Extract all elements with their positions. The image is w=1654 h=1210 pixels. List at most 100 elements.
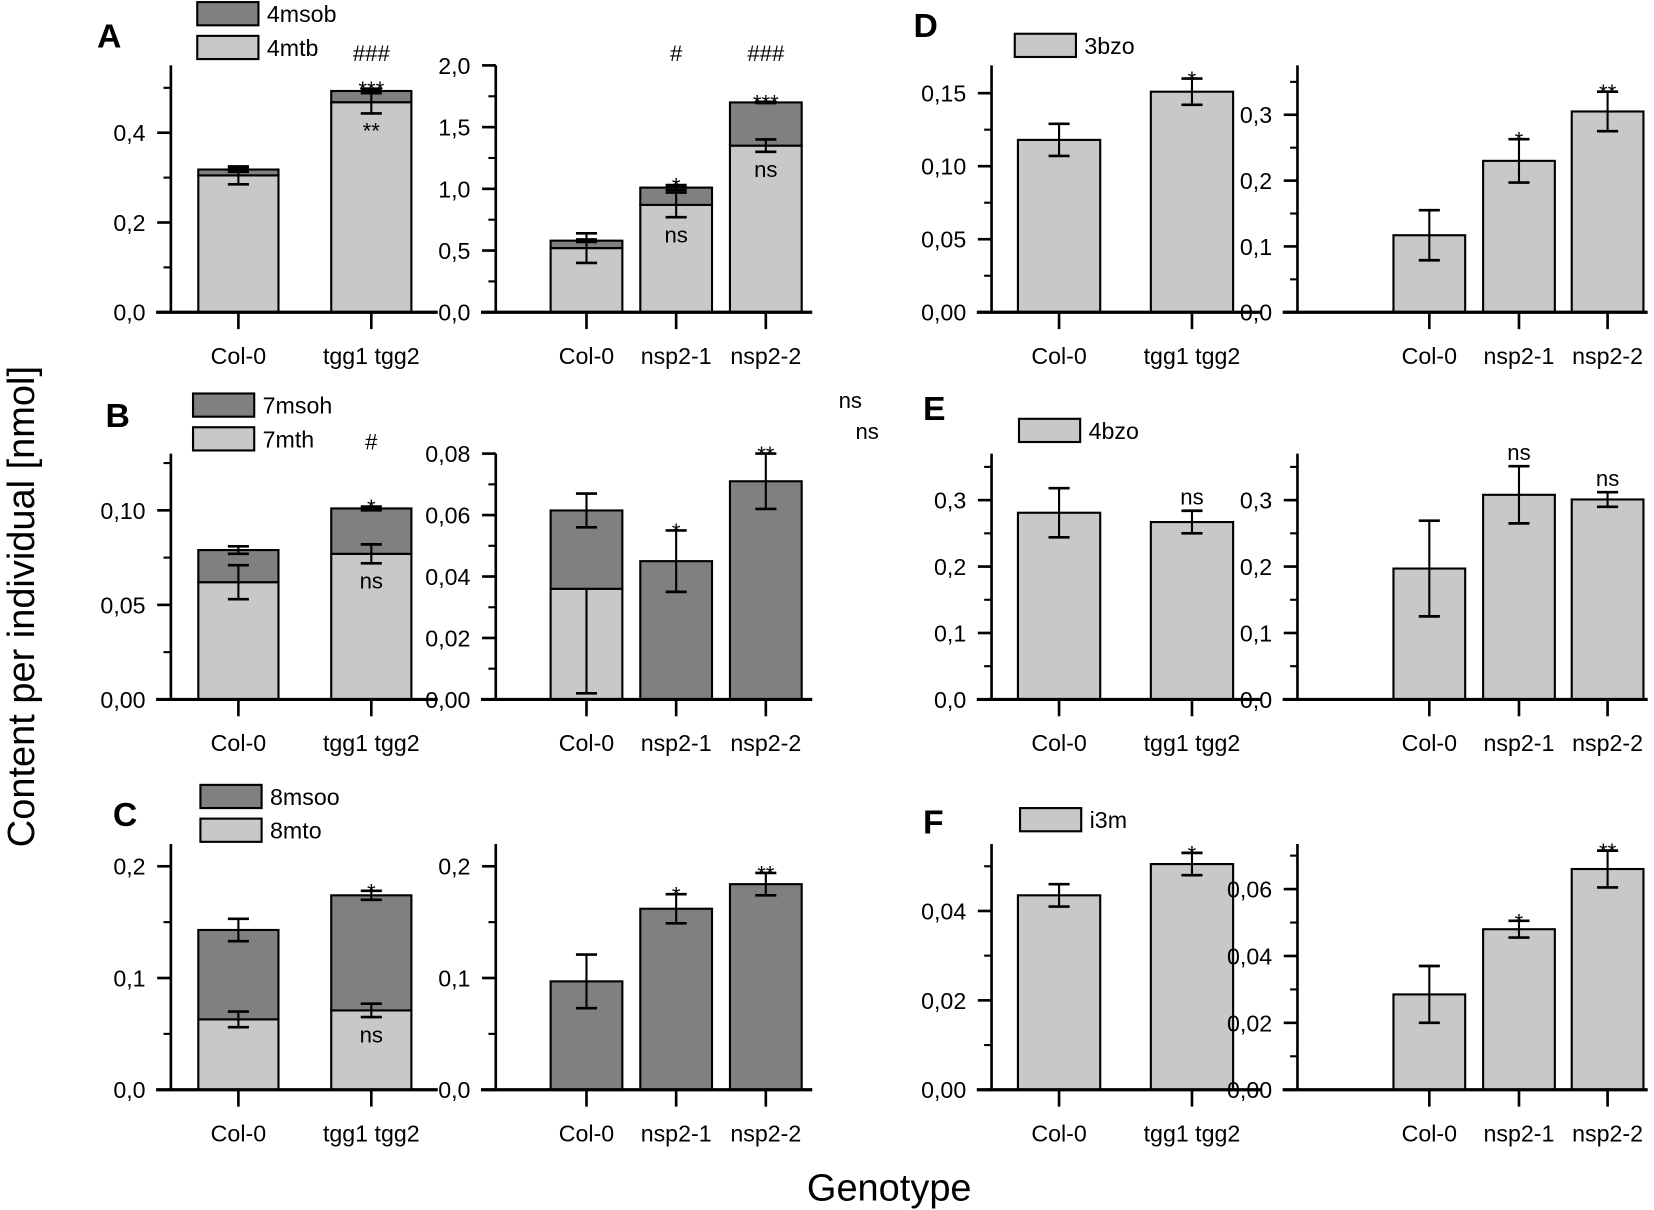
bar-4bzo-Col-0 bbox=[1016, 511, 1102, 701]
significance-label: ns bbox=[1180, 484, 1203, 509]
legend-swatch-4msob bbox=[196, 1, 260, 27]
x-tick-label: tgg1 tgg2 bbox=[323, 343, 420, 369]
y-tick-label: 0,2 bbox=[113, 854, 145, 880]
significance-label: ns bbox=[360, 1022, 383, 1047]
significance-label: ** bbox=[1599, 839, 1617, 864]
significance-label: *** bbox=[753, 90, 779, 115]
x-tick-label: Col-0 bbox=[1031, 730, 1086, 756]
significance-label: * bbox=[367, 495, 376, 520]
bar-7mth-tgg1-tgg2 bbox=[330, 552, 413, 701]
bar-4mtb-tgg1-tgg2 bbox=[330, 101, 413, 314]
y-tick-label: 0,00 bbox=[921, 1077, 966, 1103]
bar-3bzo-Col-0 bbox=[1016, 138, 1102, 314]
legend-label: 4bzo bbox=[1089, 418, 1139, 444]
y-tick-label: 1,5 bbox=[438, 115, 470, 141]
x-tick-label: tgg1 tgg2 bbox=[323, 1120, 420, 1146]
y-tick-label: 0,04 bbox=[425, 564, 470, 590]
x-tick-label: tgg1 tgg2 bbox=[323, 730, 420, 756]
y-tick-label: 0,0 bbox=[113, 1077, 145, 1103]
bar-8msoo-nsp2-1 bbox=[639, 907, 714, 1091]
x-tick-label: nsp2-1 bbox=[641, 343, 712, 369]
y-tick-label: 0,2 bbox=[1240, 554, 1272, 580]
y-tick-label: 0,15 bbox=[921, 81, 966, 107]
y-tick-label: 0,0 bbox=[438, 300, 470, 326]
y-tick-label: 0,02 bbox=[921, 988, 966, 1014]
legend-swatch-i3m bbox=[1018, 807, 1083, 833]
panel-letter-a: A bbox=[97, 17, 121, 55]
bar-4bzo-nsp2-2 bbox=[1570, 498, 1645, 701]
y-tick-label: 0,4 bbox=[113, 120, 145, 146]
y-tick-label: 0,02 bbox=[1227, 1010, 1272, 1036]
legend-swatch-7msoh bbox=[191, 392, 256, 418]
panel-letter-f: F bbox=[923, 803, 944, 841]
panel-letter-e: E bbox=[923, 390, 946, 428]
x-tick-label: tgg1 tgg2 bbox=[1144, 343, 1241, 369]
y-tick-label: 2,0 bbox=[438, 53, 470, 79]
chart-panel-f-left: 0,00 0,02 0,04 Col-0 tgg1 tgg2 * i3m bbox=[921, 807, 1261, 1146]
chart-panel-d-left: 0,00 0,05 0,10 0,15 Col-0 tgg1 tgg2 * 3bzo bbox=[921, 32, 1261, 369]
legend-label: 3bzo bbox=[1084, 33, 1134, 59]
x-tick-label: Col-0 bbox=[1031, 1120, 1086, 1146]
significance-label: ns bbox=[1507, 440, 1530, 465]
bar-7msoh-nsp2-2 bbox=[728, 480, 803, 701]
y-tick-label: 0,3 bbox=[1240, 102, 1272, 128]
x-tick-label: tgg1 tgg2 bbox=[1144, 730, 1241, 756]
significance-label: * bbox=[1188, 841, 1197, 866]
y-tick-label: 0,2 bbox=[934, 554, 966, 580]
legend-label: 8msoo bbox=[270, 784, 340, 810]
legend-label: 8mto bbox=[270, 818, 322, 844]
significance-label: * bbox=[672, 174, 681, 199]
y-tick-label: 0,02 bbox=[425, 625, 470, 651]
significance-label: * bbox=[367, 879, 376, 904]
x-tick-label: Col-0 bbox=[1402, 730, 1457, 756]
significance-label: *** bbox=[358, 77, 384, 102]
x-tick-label: Col-0 bbox=[1402, 343, 1457, 369]
bar-8mto-Col-0 bbox=[197, 1018, 280, 1091]
legend-swatch-8mto bbox=[199, 817, 263, 843]
y-tick-label: 0,00 bbox=[100, 687, 145, 713]
x-tick-label: nsp2-2 bbox=[1572, 343, 1643, 369]
x-tick-label: nsp2-1 bbox=[1484, 730, 1555, 756]
significance-label: ### bbox=[353, 41, 391, 66]
y-tick-label: 0,10 bbox=[921, 154, 966, 180]
bar-8msoo-tgg1-tgg2 bbox=[330, 894, 413, 1012]
panel-letter-d: D bbox=[913, 7, 937, 45]
y-tick-label: 0,2 bbox=[1240, 168, 1272, 194]
y-tick-label: 0,10 bbox=[100, 498, 145, 524]
x-tick-label: nsp2-1 bbox=[1484, 1120, 1555, 1146]
y-tick-label: 0,1 bbox=[113, 965, 145, 991]
y-tick-label: 0,06 bbox=[425, 503, 470, 529]
x-tick-label: Col-0 bbox=[1031, 343, 1086, 369]
significance-label: # bbox=[365, 429, 378, 454]
y-tick-label: 0,04 bbox=[921, 898, 966, 924]
y-tick-label: 0,2 bbox=[438, 854, 470, 880]
y-tick-label: 0,1 bbox=[934, 620, 966, 646]
x-tick-label: Col-0 bbox=[211, 343, 266, 369]
bar-4bzo-tgg1-tgg2 bbox=[1149, 520, 1235, 701]
chart-panel-c-left: 0,0 0,1 0,2 Col-0 tgg1 tgg2 ns * 8msoo 8mto bbox=[113, 783, 438, 1146]
significance-label: * bbox=[672, 519, 681, 544]
y-tick-label: 0,00 bbox=[921, 300, 966, 326]
y-axis-title: Content per individual [nmol] bbox=[1, 366, 43, 847]
stray-annotation: ns bbox=[839, 388, 862, 413]
significance-label: ** bbox=[1599, 80, 1617, 105]
significance-label: * bbox=[1188, 67, 1197, 92]
legend-swatch-7mth bbox=[191, 426, 256, 452]
y-tick-label: 0,5 bbox=[438, 238, 470, 264]
legend-label: i3m bbox=[1090, 807, 1127, 833]
x-tick-label: Col-0 bbox=[559, 1120, 614, 1146]
significance-label: # bbox=[670, 41, 683, 66]
y-tick-label: 0,0 bbox=[934, 687, 966, 713]
y-tick-label: 0,0 bbox=[438, 1077, 470, 1103]
bar-3bzo-nsp2-2 bbox=[1570, 110, 1645, 314]
y-tick-label: 0,05 bbox=[100, 592, 145, 618]
bar-7mth-Col-0 bbox=[197, 581, 280, 701]
bar-i3m-nsp2-1 bbox=[1482, 928, 1556, 1091]
significance-label: ### bbox=[747, 41, 785, 66]
legend-label: 7msoh bbox=[263, 393, 333, 419]
